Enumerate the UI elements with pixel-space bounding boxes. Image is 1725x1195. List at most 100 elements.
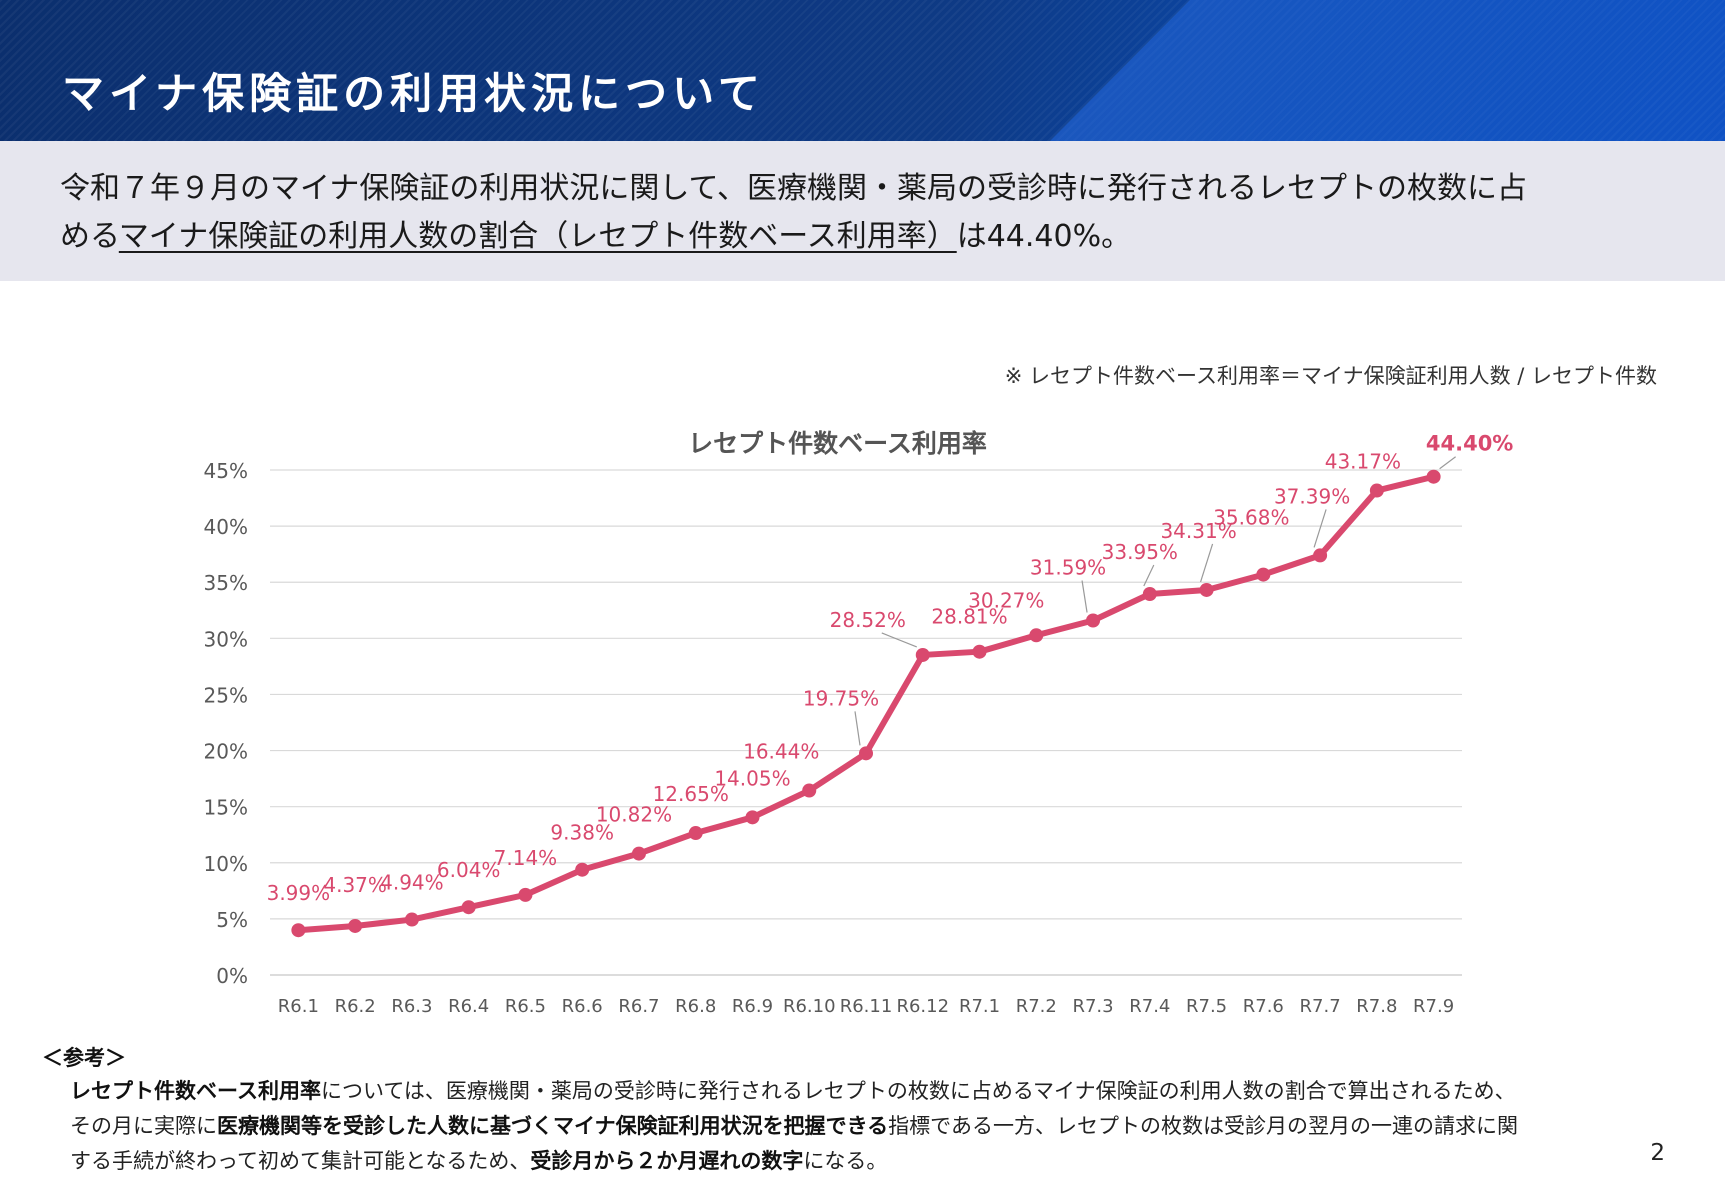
reference-line-2: その月に実際に医療機関等を受診した人数に基づくマイナ保険証利用状況を把握できる指… — [70, 1109, 1690, 1144]
data-point — [1426, 469, 1441, 484]
x-tick-label: R6.6 — [562, 996, 603, 1017]
data-label: 9.38% — [550, 821, 614, 845]
x-tick-label: R7.5 — [1186, 996, 1227, 1017]
data-label: 35.68% — [1213, 506, 1289, 530]
label-leader-line — [1143, 564, 1155, 587]
data-point — [461, 900, 476, 915]
summary-underlined-term: マイナ保険証の利用人数の割合（レセプト件数ベース利用率） — [118, 219, 957, 254]
page-number: 2 — [1650, 1140, 1665, 1166]
data-label: 4.94% — [380, 871, 444, 895]
data-label: 44.40% — [1426, 432, 1513, 456]
y-tick-label: 45% — [204, 459, 248, 483]
x-tick-label: R7.6 — [1243, 996, 1284, 1017]
data-label: 28.81% — [931, 605, 1007, 629]
reference-body: レセプト件数ベース利用率については、医療機関・薬局の受診時に発行されるレセプトの… — [70, 1074, 1690, 1179]
y-tick-label: 10% — [204, 852, 248, 876]
header-banner: マイナ保険証の利用状況について — [0, 0, 1725, 141]
reference-line-2-text: その月に実際に — [70, 1114, 217, 1138]
data-point — [291, 923, 306, 938]
y-tick-label: 15% — [204, 796, 248, 820]
x-tick-label: R6.10 — [783, 996, 836, 1017]
data-point — [745, 810, 760, 825]
label-leader-line — [1081, 580, 1088, 613]
x-tick-label: R6.1 — [278, 996, 319, 1017]
summary-line-2-pre: める — [60, 219, 119, 254]
x-tick-label: R6.2 — [335, 996, 376, 1017]
data-label: 37.39% — [1274, 484, 1350, 508]
label-leader-line — [1313, 509, 1327, 548]
x-tick-label: R6.5 — [505, 996, 546, 1017]
data-point — [859, 746, 873, 761]
x-tick-label: R7.4 — [1129, 996, 1170, 1017]
y-tick-label: 5% — [216, 908, 248, 932]
x-tick-label: R7.3 — [1072, 996, 1113, 1017]
data-label: 10.82% — [596, 803, 672, 827]
x-tick-label: R7.1 — [959, 996, 1000, 1017]
line-chart: 0% 5% 10% 15% 20% 25% 30% 35% 40% 45% R6.1 R6.2 R6.3… — [204, 432, 1514, 1017]
data-label: 30.27% — [968, 588, 1044, 612]
data-point — [631, 846, 646, 861]
data-point — [802, 783, 817, 798]
data-label: 4.37% — [323, 873, 387, 897]
data-label: 33.95% — [1102, 540, 1178, 564]
x-tick-label: R7.2 — [1016, 996, 1057, 1017]
y-tick-label: 40% — [204, 515, 248, 539]
reference-term: レセプト件数ベース利用率 — [70, 1079, 321, 1103]
data-point — [1029, 628, 1044, 643]
x-tick-label: R6.3 — [391, 996, 432, 1017]
reference-line-3: する手続が終わって初めて集計可能となるため、受診月から２か月遅れの数字になる。 — [70, 1144, 1690, 1179]
data-label: 14.05% — [714, 766, 790, 790]
reference-line-1: レセプト件数ベース利用率については、医療機関・薬局の受診時に発行されるレセプトの… — [70, 1074, 1690, 1109]
label-leader-line — [1439, 456, 1456, 470]
reference-heading: ＜参考＞ — [42, 1046, 126, 1070]
data-label: 16.44% — [743, 740, 819, 764]
x-tick-label: R6.7 — [618, 996, 659, 1017]
data-point — [1086, 613, 1101, 628]
data-point — [1313, 548, 1328, 563]
data-point — [1369, 483, 1384, 498]
x-tick-label: R7.9 — [1413, 996, 1454, 1017]
summary-box: 令和７年９月のマイナ保険証の利用状況に関して、医療機関・薬局の受診時に発行される… — [0, 141, 1725, 281]
data-point — [915, 647, 930, 662]
data-point — [348, 918, 363, 933]
x-tick-label: R6.11 — [840, 996, 893, 1017]
data-label: 31.59% — [1030, 555, 1106, 579]
data-label: 7.14% — [494, 846, 558, 870]
data-label: 34.31% — [1160, 519, 1236, 543]
reference-line-2-text2: 指標である一方、レセプトの枚数は受診月の翌月の一連の請求に関 — [888, 1114, 1518, 1138]
data-label: 3.99% — [267, 881, 331, 905]
x-tick-label: R6.12 — [896, 996, 949, 1017]
data-label: 6.04% — [437, 858, 501, 882]
page-title: マイナ保険証の利用状況について — [62, 69, 765, 118]
summary-text: 令和７年９月のマイナ保険証の利用状況に関して、医療機関・薬局の受診時に発行される… — [60, 165, 1680, 261]
summary-line-1: 令和７年９月のマイナ保険証の利用状況に関して、医療機関・薬局の受診時に発行される… — [60, 171, 1527, 206]
summary-line-2: めるマイナ保険証の利用人数の割合（レセプト件数ベース利用率）は44.40%。 — [60, 213, 1680, 261]
data-point — [972, 644, 987, 659]
data-point — [404, 912, 419, 927]
y-tick-label: 35% — [204, 571, 248, 595]
x-tick-label: R6.4 — [448, 996, 489, 1017]
x-tick-label: R6.9 — [732, 996, 773, 1017]
data-label: 19.75% — [803, 686, 879, 710]
y-tick-label: 20% — [204, 740, 248, 764]
label-leader-line — [1199, 543, 1214, 583]
reference-line-1-text: については、医療機関・薬局の受診時に発行されるレセプトの枚数に占めるマイナ保険証… — [320, 1079, 1516, 1103]
chart-title: レセプト件数ベース利用率 — [688, 429, 987, 458]
data-point — [1142, 587, 1157, 602]
label-leader-line — [854, 711, 861, 746]
y-tick-label: 30% — [204, 627, 248, 651]
data-point — [518, 887, 533, 902]
y-tick-label: 25% — [204, 683, 248, 707]
data-point — [1256, 567, 1271, 582]
x-tick-label: R6.8 — [675, 996, 716, 1017]
x-tick-label: R7.8 — [1356, 996, 1397, 1017]
reference-line-3-text: する手続が終わって初めて集計可能となるため、 — [70, 1149, 531, 1173]
label-leader-line — [881, 632, 917, 648]
y-tick-label: 0% — [216, 964, 248, 988]
reference-line-3-text2: になる。 — [803, 1149, 888, 1173]
data-point — [1199, 582, 1214, 597]
data-label: 43.17% — [1325, 450, 1401, 474]
formula-note: ※ レセプト件数ベース利用率＝マイナ保険証利用人数 / レセプト件数 — [1004, 364, 1657, 388]
data-point — [575, 862, 590, 877]
data-point — [688, 826, 703, 841]
